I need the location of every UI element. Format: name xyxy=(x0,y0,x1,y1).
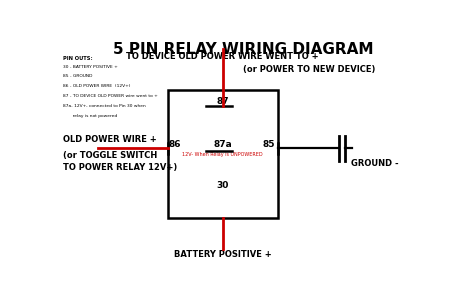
Text: TO POWER RELAY 12V+): TO POWER RELAY 12V+) xyxy=(63,162,177,171)
Text: (or TOGGLE SWITCH: (or TOGGLE SWITCH xyxy=(63,151,157,160)
Text: 85 - GROUND: 85 - GROUND xyxy=(63,75,92,78)
Text: 5 PIN RELAY WIRING DIAGRAM: 5 PIN RELAY WIRING DIAGRAM xyxy=(113,42,373,57)
Text: relay is not powered: relay is not powered xyxy=(63,114,117,118)
Text: 12V- When Relay is UNPOWERED: 12V- When Relay is UNPOWERED xyxy=(182,152,263,157)
Text: 30 - BATTERY POSITIVE +: 30 - BATTERY POSITIVE + xyxy=(63,65,118,69)
Text: TO DEVICE OLD POWER WIRE WENT TO +: TO DEVICE OLD POWER WIRE WENT TO + xyxy=(127,52,319,61)
Text: 30: 30 xyxy=(217,181,229,190)
Text: 87a: 87a xyxy=(213,140,232,149)
Text: (or POWER TO NEW DEVICE): (or POWER TO NEW DEVICE) xyxy=(243,65,375,74)
Text: 85: 85 xyxy=(263,140,275,149)
Text: OLD POWER WIRE +: OLD POWER WIRE + xyxy=(63,135,157,144)
Text: 87a- 12V+, connected to Pin 30 when: 87a- 12V+, connected to Pin 30 when xyxy=(63,104,146,108)
Text: BATTERY POSITIVE +: BATTERY POSITIVE + xyxy=(174,250,272,259)
Text: PIN OUTS:: PIN OUTS: xyxy=(63,56,92,61)
Bar xyxy=(168,90,278,218)
Text: GROUND -: GROUND - xyxy=(351,159,399,168)
Text: 87 - TO DEVICE OLD POWER wire went to +: 87 - TO DEVICE OLD POWER wire went to + xyxy=(63,94,158,98)
Text: 86 - OLD POWER WIRE  (12V+): 86 - OLD POWER WIRE (12V+) xyxy=(63,84,130,88)
Text: 86: 86 xyxy=(169,140,181,149)
Text: 87: 87 xyxy=(217,97,229,106)
